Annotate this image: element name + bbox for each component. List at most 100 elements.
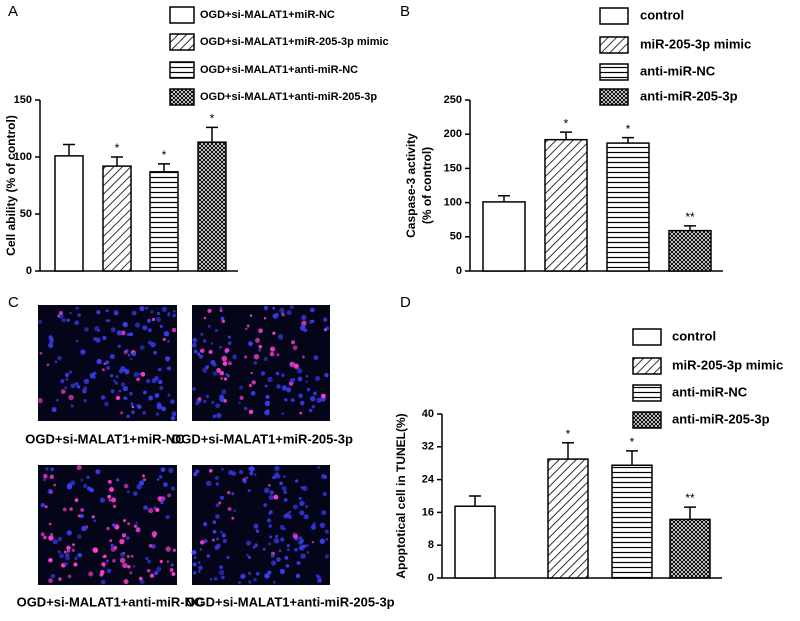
bar — [454, 505, 496, 579]
cell-nucleus — [100, 579, 106, 585]
cell-nucleus — [310, 396, 316, 402]
legend-swatch — [599, 36, 629, 54]
cell-nucleus — [219, 345, 222, 349]
legend-swatch — [632, 357, 662, 375]
cell-nucleus — [90, 489, 94, 493]
cell-nucleus — [209, 468, 213, 473]
cell-nucleus — [323, 317, 328, 322]
cell-nucleus — [139, 579, 145, 585]
error-bar — [111, 156, 123, 167]
legend-swatch — [169, 61, 195, 79]
cell-nucleus — [294, 479, 299, 483]
cell-nucleus — [280, 537, 285, 542]
cell-nucleus — [192, 337, 198, 343]
cell-nucleus — [253, 578, 257, 582]
cell-nucleus — [142, 478, 146, 482]
cell-nucleus — [110, 327, 116, 333]
cell-nucleus — [275, 534, 279, 538]
legend-swatch — [599, 63, 629, 81]
cell-nucleus — [80, 478, 84, 482]
cell-nucleus — [165, 546, 171, 552]
cell-nucleus — [63, 562, 68, 567]
cell-nucleus — [122, 386, 129, 392]
cell-nucleus — [161, 497, 165, 501]
cell-nucleus — [145, 556, 149, 560]
cell-nucleus — [240, 573, 246, 579]
cell-nucleus — [113, 545, 118, 549]
cell-nucleus — [113, 310, 119, 316]
cell-nucleus — [169, 568, 174, 572]
cell-nucleus — [218, 569, 225, 576]
cell-nucleus — [284, 555, 289, 560]
cell-nucleus — [279, 307, 285, 314]
cell-nucleus — [110, 543, 115, 548]
cell-nucleus — [156, 478, 160, 481]
cell-nucleus — [170, 399, 175, 404]
cell-nucleus — [276, 384, 281, 389]
cell-nucleus — [219, 565, 223, 569]
cell-nucleus — [220, 530, 223, 534]
cell-nucleus — [142, 410, 147, 415]
cell-nucleus — [120, 382, 126, 387]
cell-nucleus — [49, 474, 54, 480]
error-bar — [206, 126, 218, 143]
cell-nucleus — [43, 535, 47, 540]
image-caption: OGD+si-MALAT1+miR-NC — [25, 431, 185, 446]
cell-nucleus — [126, 490, 130, 494]
cell-nucleus — [269, 510, 273, 514]
cell-nucleus — [121, 533, 127, 538]
cell-nucleus — [197, 561, 201, 564]
y-tick-label: 0 — [428, 572, 434, 584]
cell-nucleus — [43, 473, 48, 479]
cell-nucleus — [278, 549, 282, 553]
cell-nucleus — [50, 467, 54, 472]
cell-nucleus — [170, 563, 174, 567]
cell-nucleus — [83, 378, 90, 385]
cell-nucleus — [40, 532, 45, 537]
cell-nucleus — [47, 488, 53, 494]
y-axis-label: Apoptotical cell in TUNEL(%) — [394, 413, 408, 578]
cell-nucleus — [142, 325, 148, 331]
cell-nucleus — [131, 410, 135, 415]
cell-nucleus — [303, 514, 309, 520]
cell-nucleus — [215, 403, 221, 409]
bar — [149, 171, 179, 272]
cell-nucleus — [162, 337, 166, 341]
cell-nucleus — [215, 514, 220, 520]
cell-nucleus — [292, 378, 296, 382]
cell-nucleus — [75, 306, 79, 310]
cell-nucleus — [106, 365, 110, 370]
cell-nucleus — [133, 372, 139, 378]
image-caption: OGD+si-MALAT1+anti-miR-NC — [17, 594, 204, 609]
cell-nucleus — [279, 568, 286, 575]
cell-nucleus — [232, 354, 237, 360]
cell-nucleus — [292, 345, 298, 350]
cell-nucleus — [163, 482, 168, 487]
cell-nucleus — [148, 508, 154, 514]
cell-nucleus — [54, 360, 58, 364]
cell-nucleus — [249, 314, 253, 317]
cell-nucleus — [103, 554, 107, 559]
cell-nucleus — [171, 411, 177, 417]
cell-nucleus — [150, 341, 156, 348]
legend-label: anti-miR-205-3p — [672, 411, 770, 426]
cell-nucleus — [221, 355, 228, 362]
cell-nucleus — [65, 377, 69, 381]
cell-nucleus — [106, 526, 110, 531]
cell-nucleus — [167, 340, 170, 343]
cell-nucleus — [69, 507, 73, 511]
cell-nucleus — [264, 573, 270, 579]
cell-nucleus — [83, 399, 88, 403]
cell-nucleus — [263, 306, 269, 311]
y-tick-label: 250 — [444, 94, 462, 106]
cell-nucleus — [281, 312, 285, 317]
legend-swatch — [169, 88, 195, 106]
cell-nucleus — [321, 393, 326, 399]
cell-nucleus — [212, 529, 217, 534]
cell-nucleus — [324, 372, 329, 378]
cell-nucleus — [311, 405, 316, 409]
cell-nucleus — [60, 379, 65, 384]
cell-nucleus — [108, 498, 112, 502]
cell-nucleus — [247, 555, 251, 559]
cell-nucleus — [56, 399, 59, 402]
